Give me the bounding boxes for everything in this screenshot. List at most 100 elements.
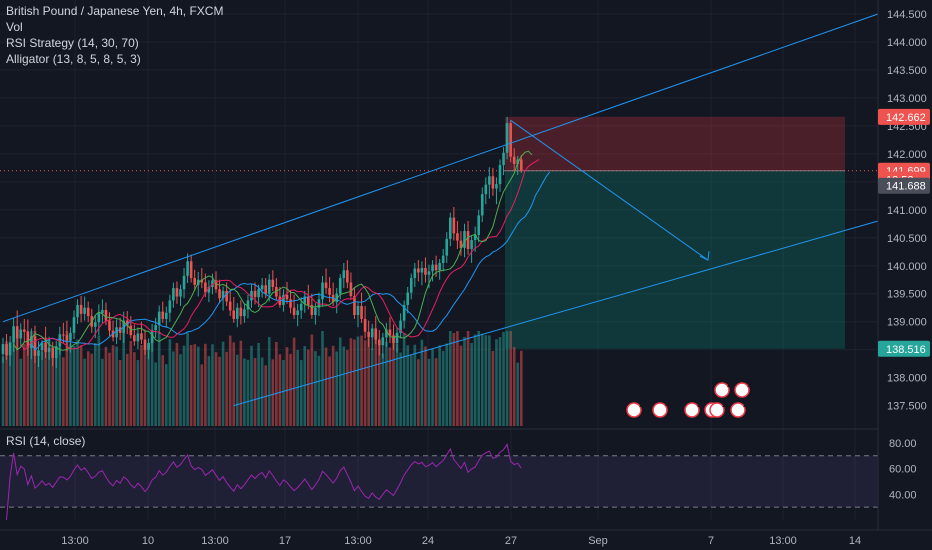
volume-bar (360, 335, 363, 426)
candle-body (328, 288, 331, 295)
price-tick-label: 143.000 (887, 93, 927, 105)
candle-body (370, 328, 374, 338)
volume-bar (260, 357, 264, 426)
candle-body (307, 296, 310, 305)
candle-body (69, 332, 72, 341)
volume-bar (299, 360, 303, 426)
volume-bar (310, 334, 314, 426)
volume-bar (54, 349, 58, 426)
event-flag-icon[interactable]: 2 (730, 399, 748, 418)
volume-bar (417, 359, 420, 426)
event-flag-icon[interactable]: 4 (652, 399, 670, 418)
candle-body (470, 240, 473, 249)
price-axis-bg (878, 0, 932, 550)
take-profit-zone (505, 170, 845, 349)
volume-bar (157, 331, 161, 426)
event-count: 4 (665, 399, 670, 409)
price-axis[interactable]: 144.500144.000143.500143.000142.500142.0… (877, 0, 932, 550)
candle-body (488, 176, 491, 185)
candle-body (228, 301, 232, 311)
candle-body (381, 337, 385, 346)
volume-bar (218, 356, 221, 426)
event-markers[interactable]: 24332221 (626, 379, 752, 418)
candle-body (367, 331, 370, 338)
event-flag-icon[interactable]: 3 (684, 399, 702, 418)
candle-body (463, 231, 466, 248)
symbol-title[interactable]: British Pound / Japanese Yen, 4h, FXCM (6, 4, 224, 18)
candle-body (271, 279, 275, 288)
alligator-teeth (20, 159, 540, 351)
short-position-tool[interactable] (0, 116, 878, 349)
volume-bar (154, 362, 157, 426)
volume-bar (434, 358, 438, 426)
volume-bar (374, 331, 378, 426)
rsi-strategy-label[interactable]: RSI Strategy (14, 30, 70) (6, 36, 139, 50)
volume-bar (370, 348, 374, 426)
candle-body (225, 290, 228, 302)
candle-body (459, 240, 463, 248)
time-tick-label: 13:00 (344, 535, 372, 547)
arrow-line (510, 119, 709, 261)
channel-upper-line (2, 13, 879, 323)
candle-body (179, 289, 182, 297)
volume-bar (413, 344, 417, 426)
event-flag-icon[interactable]: 1 (734, 379, 752, 398)
candle-body (299, 303, 303, 311)
volume-indicator-label[interactable]: Vol (6, 20, 23, 34)
candle-body (94, 322, 97, 327)
volume-bar (62, 357, 65, 426)
volume-bar (335, 351, 338, 426)
candle-body (431, 264, 434, 272)
forecast-arrow-drawing[interactable] (510, 119, 710, 261)
event-flag-icon[interactable]: 2 (626, 399, 644, 418)
candle-body (452, 217, 456, 234)
candle-body (438, 262, 441, 271)
volume-bar (225, 351, 228, 426)
volume-bar (495, 339, 498, 426)
price-tick-label: 137.500 (887, 401, 927, 413)
event-flag-icon[interactable]: 2 (714, 379, 732, 398)
volume-bar (264, 365, 267, 426)
candle-body (136, 333, 140, 342)
candle-body (207, 287, 211, 293)
time-tick-label: 27 (505, 535, 517, 547)
volume-bar (12, 331, 15, 426)
candle-body (342, 270, 346, 279)
volume-bar (331, 345, 335, 426)
candle-body (264, 285, 267, 294)
volume-bar (516, 362, 520, 426)
alligator-label[interactable]: Alligator (13, 8, 5, 8, 5, 3) (6, 52, 141, 66)
volume-bar (118, 360, 122, 426)
candle-body (79, 304, 83, 314)
volume-bar (452, 333, 456, 426)
rsi-legend-label[interactable]: RSI (14, close) (6, 434, 86, 448)
volume-bar (150, 338, 154, 426)
volume-bar (33, 331, 37, 426)
volume-bar (8, 342, 12, 426)
parallel-channel-drawing[interactable] (2, 13, 879, 407)
time-tick-label: Sep (588, 535, 608, 547)
candle-body (502, 152, 505, 166)
time-axis[interactable]: 13:00 10 13:00 17 13:00 24 27 Sep 7 13:00 14 (0, 529, 932, 547)
price-tag (878, 340, 930, 357)
volume-bar (182, 345, 186, 426)
candle-body (250, 290, 253, 301)
volume-bar (502, 332, 505, 426)
candle-body (214, 280, 218, 290)
volume-bar (449, 331, 452, 426)
volume-bar (431, 349, 434, 426)
rsi-line (6, 443, 522, 521)
volume-bar (207, 356, 211, 426)
volume-bar (97, 335, 101, 426)
volume-bar (498, 337, 502, 426)
volume-bar (505, 331, 509, 426)
volume-bar (353, 339, 356, 426)
volume-bar (292, 337, 296, 426)
candle-body (360, 306, 363, 319)
event-flag-icon[interactable]: 2 (709, 399, 727, 418)
volume-bar (480, 333, 484, 426)
volume-bar (477, 331, 480, 426)
candle-body (154, 325, 157, 331)
event-flag-circle (709, 402, 725, 418)
